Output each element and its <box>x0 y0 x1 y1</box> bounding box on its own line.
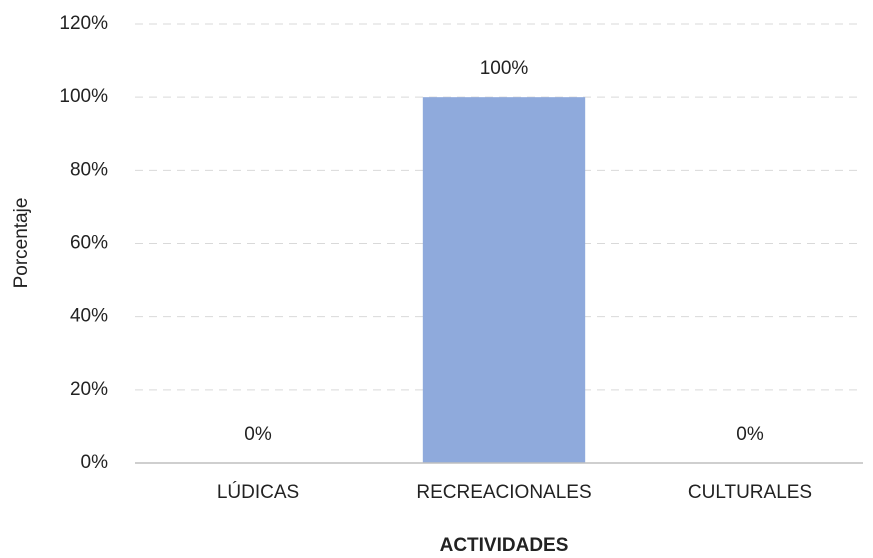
y-tick-label: 80% <box>70 159 108 180</box>
x-tick-label: CULTURALES <box>688 482 812 503</box>
bar <box>422 97 586 464</box>
y-tick-label: 40% <box>70 306 108 327</box>
x-tick-label: RECREACIONALES <box>416 482 591 503</box>
y-tick-label: 120% <box>59 13 108 34</box>
x-axis-label: ACTIVIDADES <box>440 535 569 556</box>
x-tick-label: LÚDICAS <box>217 481 299 503</box>
data-label: 100% <box>480 58 529 79</box>
y-axis-label: Porcentaje <box>11 198 32 289</box>
y-tick-label: 0% <box>81 452 109 473</box>
y-tick-label: 60% <box>70 233 108 254</box>
y-tick-label: 100% <box>59 86 108 107</box>
y-tick-label: 20% <box>70 379 108 400</box>
data-label: 0% <box>736 424 764 445</box>
data-label: 0% <box>244 424 272 445</box>
